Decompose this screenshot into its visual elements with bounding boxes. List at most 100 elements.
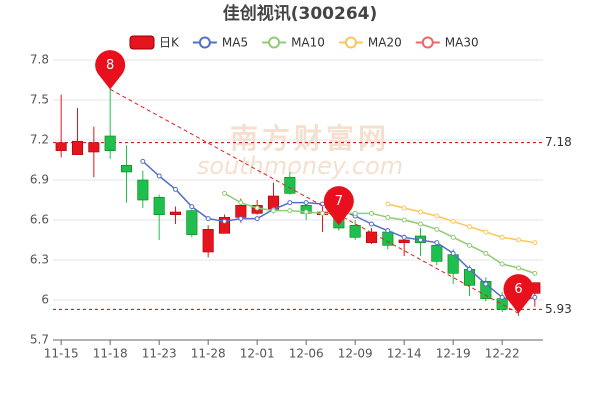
candle-body — [382, 231, 394, 246]
ma-point — [418, 209, 423, 215]
ma-point — [173, 186, 178, 192]
candle-body — [202, 229, 214, 253]
ma-point — [467, 242, 472, 248]
candle-body — [480, 281, 492, 299]
ma-line — [142, 160, 536, 303]
ma-point — [385, 228, 391, 234]
reference-label: 7.18 — [545, 135, 572, 149]
y-tick-label: 7.2 — [30, 133, 49, 147]
legend-swatch — [198, 36, 211, 49]
y-tick-label: 7.5 — [30, 93, 49, 107]
ma-point — [369, 221, 374, 227]
legend-label: MA10 — [291, 36, 325, 50]
candle-body — [235, 205, 247, 218]
ma-point — [516, 237, 521, 243]
x-tick-label: 12-19 — [436, 347, 471, 361]
ma-point — [434, 240, 440, 246]
ma-point — [532, 270, 538, 276]
ma-point — [320, 210, 325, 216]
ma-point — [287, 208, 293, 214]
chart-title: 佳创视讯(300264) — [223, 3, 378, 24]
ma-point — [303, 209, 309, 215]
ma-point — [189, 204, 195, 210]
pin — [503, 274, 534, 314]
ma-point — [254, 205, 260, 211]
x-tick-label: 12-01 — [240, 347, 275, 361]
y-tick-label: 5.7 — [30, 333, 49, 347]
ma-point — [401, 205, 407, 211]
x-tick-label: 12-22 — [485, 347, 520, 361]
ma-point — [450, 234, 456, 240]
ma-point — [254, 216, 260, 222]
candle-body — [431, 245, 443, 262]
watermark: 南方财富网 — [230, 122, 390, 155]
candle-body — [55, 142, 67, 151]
legend-label: MA30 — [445, 36, 479, 50]
candle-body — [284, 177, 296, 194]
x-tick-label: 11-23 — [142, 347, 177, 361]
ma-point — [369, 210, 374, 216]
legend-swatch — [421, 36, 434, 49]
ma-point — [385, 201, 391, 207]
ma-point — [401, 217, 407, 223]
x-tick-label: 11-28 — [191, 347, 226, 361]
ma-point — [303, 200, 309, 206]
candle-body — [218, 217, 231, 234]
ma-point — [450, 250, 456, 256]
ma-point — [434, 226, 440, 232]
x-tick-label: 11-18 — [93, 347, 128, 361]
ma-point — [238, 200, 244, 206]
x-tick-label: 12-09 — [338, 347, 373, 361]
legend-label: MA5 — [222, 36, 248, 50]
ma-point — [238, 216, 244, 222]
ma-point — [271, 208, 276, 214]
ma-point — [434, 213, 440, 219]
legend-swatch — [344, 36, 357, 49]
ma-point — [450, 218, 456, 224]
y-tick-label: 6.9 — [30, 173, 49, 187]
watermark: southmoney.com — [197, 152, 403, 180]
candle-body — [88, 142, 100, 153]
candle-body — [71, 141, 84, 155]
legend-swatch — [268, 36, 281, 49]
trend-line — [109, 88, 519, 314]
reference-label: 5.93 — [545, 302, 572, 316]
ma-line — [387, 203, 535, 244]
ma-point — [287, 200, 293, 206]
ma-point — [499, 294, 505, 300]
pin-label: 8 — [106, 58, 114, 73]
ma-point — [222, 218, 227, 224]
pin — [323, 186, 354, 226]
candle-body — [186, 210, 198, 235]
x-tick-label: 12-14 — [387, 347, 422, 361]
ma-point — [401, 234, 407, 240]
ma-point — [516, 265, 521, 271]
ma-point — [140, 158, 146, 164]
pin — [95, 50, 126, 90]
ma-point — [418, 237, 423, 243]
candle-body — [137, 179, 149, 201]
candle-body — [365, 231, 378, 243]
ma-line — [224, 192, 536, 275]
ma-point — [467, 224, 472, 230]
ma-point — [467, 266, 472, 272]
ma-point — [418, 221, 423, 227]
legend-swatch — [129, 35, 155, 50]
candle-body — [349, 225, 361, 238]
candle-body — [120, 165, 133, 173]
ma-point — [156, 173, 162, 179]
candle-body — [153, 197, 165, 215]
legend: 日K MA5 MA10 MA20 MA30 — [129, 35, 479, 50]
ma-point — [222, 190, 227, 196]
y-tick-label: 7.8 — [30, 53, 49, 67]
ma-point — [483, 281, 489, 287]
y-tick-label: 6.6 — [30, 213, 49, 227]
ma-point — [532, 240, 538, 246]
ma-point — [352, 210, 358, 216]
ma-point — [205, 216, 211, 222]
pin-label: 6 — [514, 282, 522, 297]
x-tick-label: 12-06 — [289, 347, 324, 361]
ma-point — [499, 234, 505, 240]
candle-body — [496, 298, 508, 310]
